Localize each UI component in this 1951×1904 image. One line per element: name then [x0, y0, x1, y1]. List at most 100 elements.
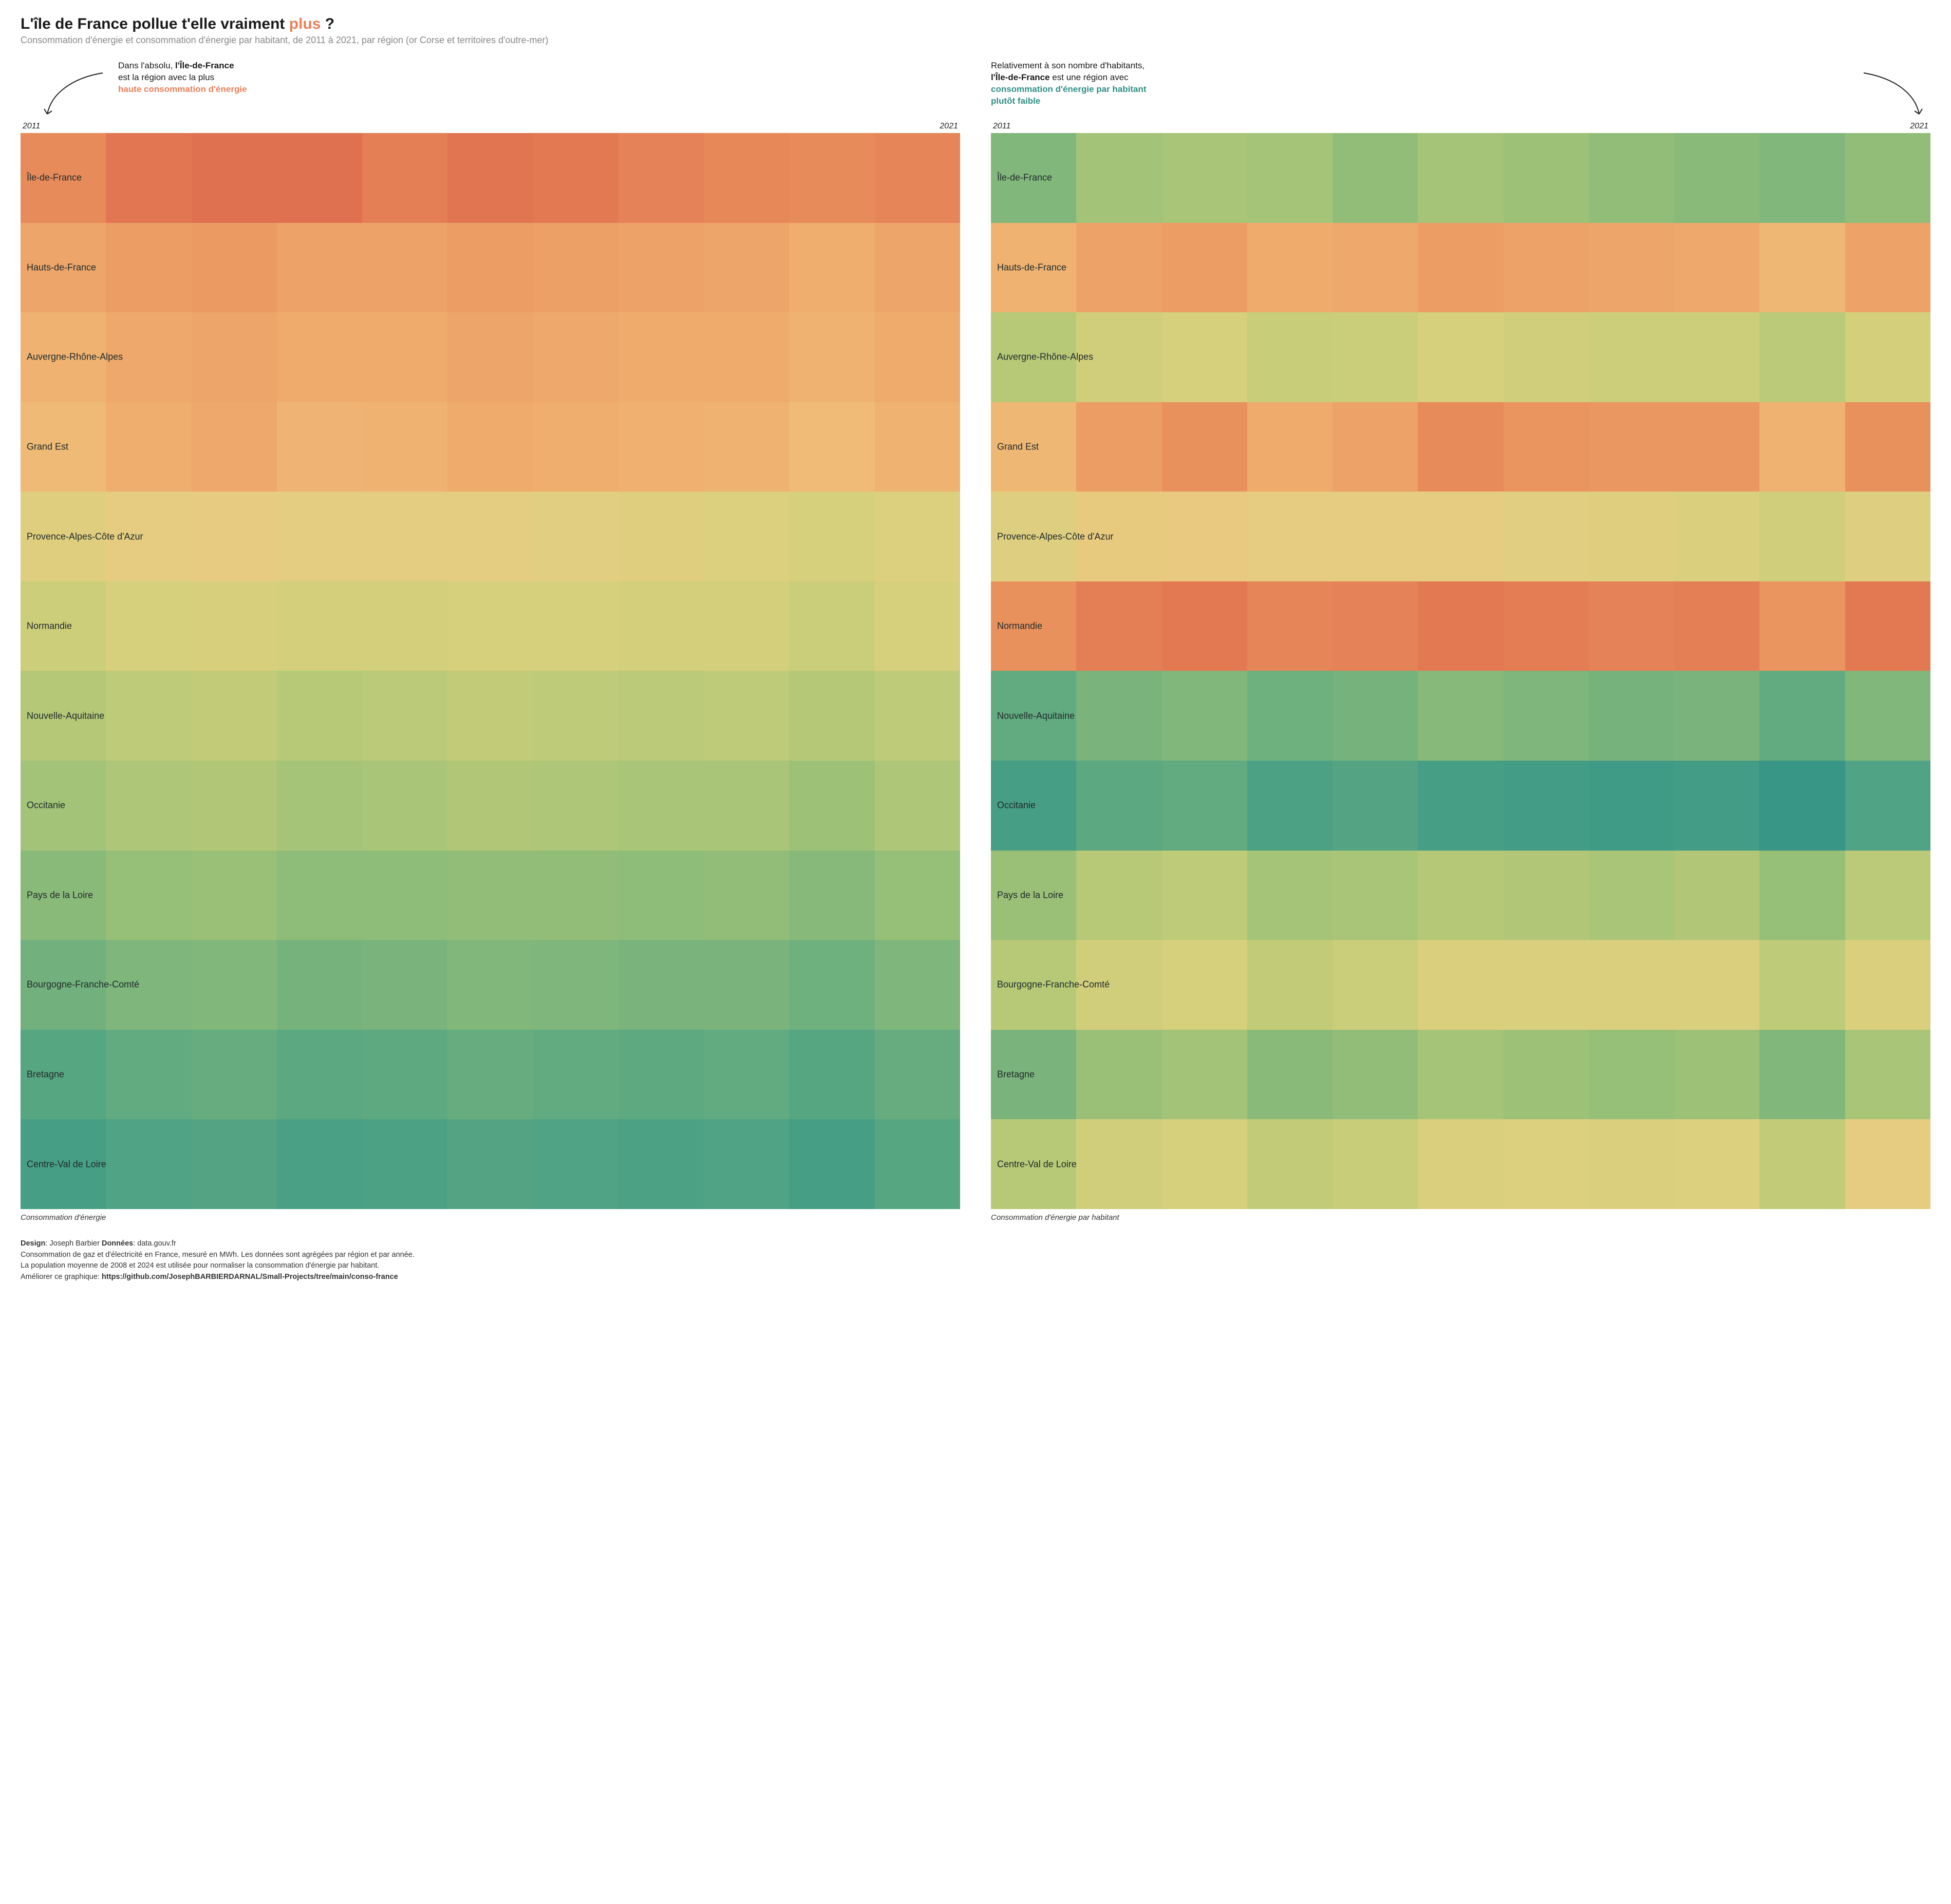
heatmap-cell [1333, 671, 1418, 761]
heatmap-row: Pays de la Loire [991, 851, 1930, 940]
heatmap-cell [362, 581, 447, 671]
heatmap-cell [362, 133, 447, 223]
annotation-left-slot: Dans l'absolu, l'Île-de-France est la ré… [21, 60, 960, 117]
heatmap-cell [618, 223, 704, 313]
heatmap-row: Nouvelle-Aquitaine [991, 671, 1930, 761]
arrow-right-icon [1853, 65, 1925, 122]
heatmap-cell [1674, 492, 1759, 581]
heatmap-cell [1845, 1119, 1930, 1209]
heatmap-cell [1418, 940, 1503, 1030]
heatmap-cell [991, 581, 1076, 671]
heatmap-cell [1504, 940, 1589, 1030]
heatmap-row: Île-de-France [21, 133, 960, 223]
heatmap-cell [362, 940, 447, 1030]
heatmap-cell [789, 761, 874, 851]
anno-r-line4-hl: plutôt faible [991, 96, 1040, 106]
heatmap-cell [533, 851, 618, 940]
heatmap-cell [618, 581, 704, 671]
heatmap-cell [875, 851, 960, 940]
title-accent: plus [289, 15, 321, 32]
heatmap-cell [991, 1119, 1076, 1209]
heatmap-cell [21, 402, 106, 492]
heatmap-cell [106, 492, 191, 581]
heatmap-cell [1076, 671, 1161, 761]
heatmap-cell [1504, 402, 1589, 492]
heatmap-cell [875, 133, 960, 223]
heatmap-row: Centre-Val de Loire [21, 1119, 960, 1209]
heatmap-cell [21, 671, 106, 761]
heatmap-cell [875, 671, 960, 761]
heatmap-cell [1759, 851, 1845, 940]
heatmap-cell [106, 1030, 191, 1120]
heatmap-cell [789, 1030, 874, 1120]
annotation-left: Dans l'absolu, l'Île-de-France est la ré… [118, 60, 247, 96]
anno-r-line2-bold: l'Île-de-France [991, 72, 1050, 82]
heatmap-cell [362, 671, 447, 761]
heatmap-cell [1162, 940, 1247, 1030]
heatmap-row: Normandie [21, 581, 960, 671]
heatmap-cell [991, 671, 1076, 761]
heatmap-cell [1162, 312, 1247, 402]
heatmap-cell [1759, 940, 1845, 1030]
heatmap-cell [1418, 1119, 1503, 1209]
heatmap-cell [875, 1119, 960, 1209]
heatmap-cell [704, 761, 789, 851]
heatmap-cell [1589, 312, 1674, 402]
heatmap-cell [277, 940, 362, 1030]
heatmap-cell [533, 1030, 618, 1120]
heatmap-row: Bourgogne-Franche-Comté [991, 940, 1930, 1030]
heatmap-cell [1589, 581, 1674, 671]
heatmap-cell [789, 581, 874, 671]
heatmap-cell [1333, 761, 1418, 851]
anno-l-line1-pre: Dans l'absolu, [118, 61, 175, 70]
heatmap-cell [106, 761, 191, 851]
heatmap-row: Hauts-de-France [991, 223, 1930, 313]
heatmap-cell [1759, 492, 1845, 581]
heatmap-row: Nouvelle-Aquitaine [21, 671, 960, 761]
anno-r-line3-hl: consommation d'énergie par habitant [991, 84, 1147, 94]
heatmap-cell [875, 223, 960, 313]
heatmap-cell [192, 671, 277, 761]
heatmap-cell [533, 312, 618, 402]
year-start-left: 2011 [23, 122, 40, 131]
heatmap-cell [1162, 761, 1247, 851]
heatmap-cell [1247, 312, 1333, 402]
heatmap-cell [1674, 1030, 1759, 1120]
heatmap-row: Centre-Val de Loire [991, 1119, 1930, 1209]
footer-line1: Design: Joseph Barbier Données: data.gou… [21, 1238, 1930, 1250]
heatmap-cell [21, 1030, 106, 1120]
heatmap-cell [447, 312, 533, 402]
heatmap-cell [1674, 851, 1759, 940]
heatmap-row: Provence-Alpes-Côte d'Azur [21, 492, 960, 581]
heatmap-cell [1845, 851, 1930, 940]
annotation-right-slot: Relativement à son nombre d'habitants, l… [991, 60, 1930, 117]
heatmap-cell [1589, 1030, 1674, 1120]
heatmap-cell [1418, 851, 1503, 940]
heatmap-cell [106, 133, 191, 223]
heatmap-cell [1589, 223, 1674, 313]
anno-r-line1: Relativement à son nombre d'habitants, [991, 61, 1145, 70]
heatmap-cell [789, 851, 874, 940]
heatmap-cell [1759, 761, 1845, 851]
heatmap-cell [192, 312, 277, 402]
heatmap-cell [1504, 1030, 1589, 1120]
heatmap-cell [533, 223, 618, 313]
heatmap-cell [1418, 492, 1503, 581]
heatmap-cell [21, 133, 106, 223]
heatmap-cell [1076, 1119, 1161, 1209]
title-post: ? [321, 15, 334, 32]
heatmap-cell [1333, 312, 1418, 402]
heatmap-cell [1845, 1030, 1930, 1120]
heatmap-cell [1845, 223, 1930, 313]
heatmap-cell [1162, 402, 1247, 492]
heatmap-cell [192, 1030, 277, 1120]
heatmap-cell [447, 133, 533, 223]
heatmap-cell [1845, 492, 1930, 581]
heatmap-cell [789, 671, 874, 761]
heatmap-cell [875, 761, 960, 851]
heatmap-cell [447, 761, 533, 851]
year-end-left: 2021 [940, 122, 958, 131]
heatmap-cell [362, 223, 447, 313]
heatmap-cell [1076, 402, 1161, 492]
heatmap-cell [875, 402, 960, 492]
